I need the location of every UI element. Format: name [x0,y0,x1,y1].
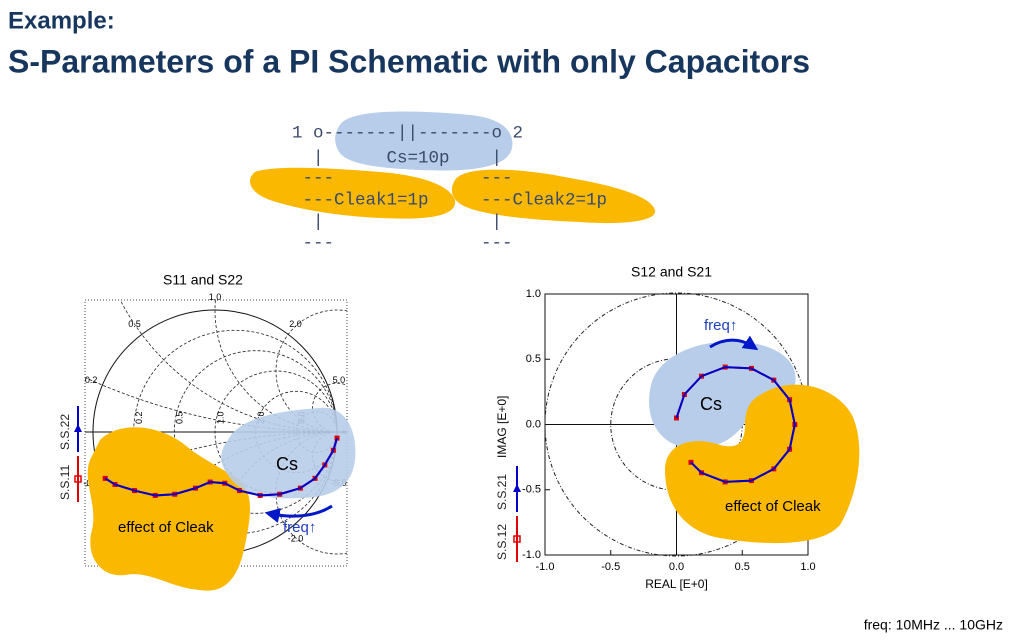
reactance-label: 0.2 [85,375,98,385]
schematic-line: ---Cleak1=1p ---Cleak2=1p [292,191,607,211]
y-tick-label: 1.0 [526,288,541,300]
annotation: freq↑ [283,519,316,536]
schematic-line: | Cs=10p | [292,149,502,169]
x-axis-label: REAL [E+0] [645,577,708,591]
x-tick-label: 0.0 [669,561,684,573]
x-tick-label: -1.0 [536,561,555,573]
smith-data [102,435,340,498]
legend-label: S.S.22 [58,414,72,450]
x-tick-label: -0.5 [601,561,620,573]
trace [675,366,796,483]
x-tick-label: 0.5 [735,561,750,573]
kicker: Example: [8,7,115,34]
resistance-label: 1.0 [215,411,225,424]
y-tick-label: 0.5 [526,353,541,365]
legend-swatch [513,484,521,492]
trace [104,437,338,497]
schematic-line: 1 o-------||-------o 2 [292,124,523,144]
x-tick-label: 1.0 [800,561,815,573]
resistance-label: 0.2 [134,411,144,424]
annotation: effect of Cleak [118,519,214,536]
schematic-line: --- --- [292,169,513,189]
y-tick-label: -1.0 [522,549,541,561]
legend-swatch [74,475,82,483]
smith-highlights [87,407,356,591]
reactance-arc [312,382,347,433]
annotation: Cs [700,394,722,414]
resistance-label: 0.5 [175,411,185,424]
y-axis-label: IMAG [E+0] [495,396,509,458]
reactance-label: 1.0 [209,292,222,302]
legend-label: S.S.11 [58,465,72,500]
schematic-line: | | [292,213,502,233]
chart-title: S12 and S21 [631,264,712,280]
schematic-highlights [250,111,656,224]
schematic-line: --- --- [292,234,513,254]
reactance-label: -2.0 [288,534,304,544]
reactance-label: 2.0 [289,319,302,329]
legend-swatch [513,535,521,543]
annotation: effect of Cleak [725,498,821,515]
legend-swatch [74,424,82,432]
schematic: 1 o-------||-------o 2 | Cs=10p | --- --… [292,124,607,254]
chart-title: S11 and S22 [163,272,243,288]
complex-data [674,364,798,485]
slide-title: S-Parameters of a PI Schematic with only… [8,43,810,79]
footnote: freq: 10MHz ... 10GHz [864,617,1003,633]
complex-highlights [649,335,860,544]
annotation: Cs [276,454,298,474]
annotation: freq↑ [704,317,737,334]
reactance-label: 0.5 [128,319,141,329]
y-tick-label: -0.5 [522,484,541,496]
reactance-label: 5.0 [333,375,346,385]
legend-label: S.S.12 [495,524,509,560]
y-tick-label: 0.0 [526,418,541,430]
legend-label: S.S.21 [495,474,509,510]
